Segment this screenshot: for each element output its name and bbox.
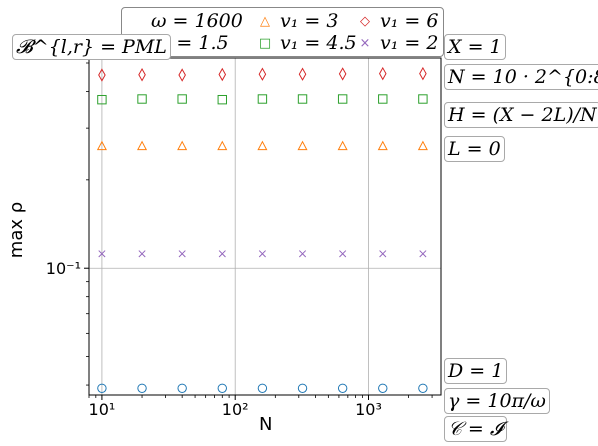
data-point-square — [337, 94, 348, 104]
data-point-circle — [418, 383, 428, 393]
data-point-triangle — [297, 140, 308, 151]
data-point-triangle — [177, 140, 188, 151]
data-point-x — [379, 250, 387, 258]
annotation-c-def: 𝒞 = 𝓘 — [444, 416, 507, 442]
data-point-triangle — [417, 140, 428, 151]
data-point-square — [217, 94, 227, 105]
data-point-circle — [378, 383, 388, 393]
data-point-square — [418, 94, 428, 104]
data-point-diamond — [379, 66, 387, 81]
legend-item-v1-4-5: □ v₁ = 4.5 — [256, 32, 357, 55]
data-point-circle — [337, 383, 348, 393]
legend-item-v1-3: △ v₁ = 3 — [256, 10, 339, 33]
triangle-marker-icon: △ — [260, 14, 270, 29]
data-point-circle — [257, 383, 268, 393]
x-marker-icon: × — [359, 36, 371, 51]
data-point-x — [218, 250, 226, 258]
data-point-square — [97, 94, 107, 105]
annotation-x-domain: X = 1 — [444, 34, 506, 60]
data-point-diamond — [258, 67, 267, 81]
data-point-square — [137, 94, 147, 104]
annotation-boundary: 𝓑^{l,r} = PML — [12, 34, 171, 60]
data-point-triangle — [217, 140, 228, 151]
legend-item-v1-6: ◇ v₁ = 6 — [356, 10, 439, 33]
data-point-diamond — [98, 68, 106, 82]
data-point-x — [178, 250, 186, 258]
data-point-diamond — [419, 66, 427, 81]
annotation-n-def: N = 10 · 2^{0:8} — [444, 64, 598, 90]
plot-area — [89, 58, 441, 395]
data-point-triangle — [337, 140, 348, 151]
data-point-circle — [297, 383, 308, 393]
data-point-circle — [177, 383, 187, 393]
data-point-triangle — [137, 140, 148, 151]
data-point-square — [378, 94, 388, 104]
data-point-diamond — [338, 67, 347, 81]
x-tick-label: 10¹ — [89, 400, 116, 419]
annotation-gamma-def: γ = 10π/ω — [444, 388, 550, 414]
legend-item-v1-2: × v₁ = 2 — [356, 32, 439, 55]
y-tick-label: 10⁻¹ — [46, 259, 81, 278]
data-point-triangle — [257, 140, 268, 151]
annotation-h-def: H = (X − 2L)/N — [444, 102, 598, 128]
plot-frame — [88, 57, 442, 396]
data-point-circle — [137, 383, 147, 393]
data-point-triangle — [96, 140, 107, 151]
x-axis-label: N — [259, 414, 273, 435]
x-tick-label: 10³ — [355, 400, 382, 419]
data-point-x — [138, 250, 146, 258]
annotation-d-def: D = 1 — [444, 358, 508, 384]
data-point-triangle — [377, 140, 388, 151]
data-point-diamond — [218, 67, 227, 82]
x-tick-label: 10² — [222, 400, 249, 419]
annotation-l-def: L = 0 — [444, 136, 505, 162]
data-point-square — [257, 94, 268, 104]
data-point-circle — [217, 383, 227, 393]
data-point-x — [419, 250, 427, 258]
data-point-square — [297, 94, 308, 104]
diamond-marker-icon: ◇ — [360, 14, 370, 29]
data-point-x — [298, 250, 307, 258]
data-point-diamond — [138, 68, 146, 82]
data-point-x — [339, 250, 347, 258]
data-point-x — [258, 250, 266, 258]
data-point-x — [98, 250, 106, 258]
data-point-diamond — [298, 67, 307, 81]
data-point-square — [177, 94, 187, 104]
data-point-diamond — [178, 68, 186, 82]
square-marker-icon: □ — [258, 36, 272, 51]
legend-title: ω = 1600 — [151, 10, 243, 32]
data-point-circle — [97, 383, 107, 393]
